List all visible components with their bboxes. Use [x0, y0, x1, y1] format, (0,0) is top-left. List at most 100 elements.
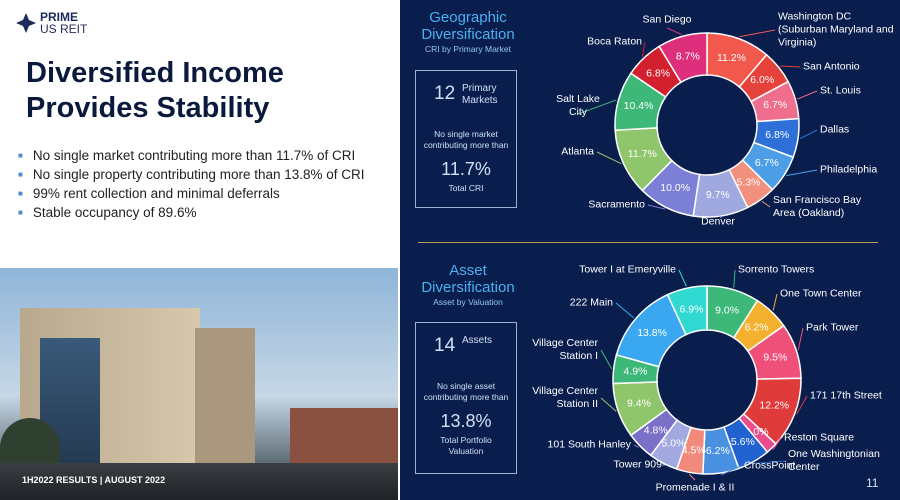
- value-label: 11.2%: [717, 52, 746, 64]
- category-label: Tower I at Emeryville: [579, 263, 676, 276]
- value-label: 6.2%: [706, 445, 730, 457]
- category-label: Washington DC (Suburban Maryland and Vir…: [778, 10, 894, 49]
- slice: [658, 32, 708, 84]
- summary-max: 11.7%: [441, 159, 491, 179]
- category-label: Sacramento: [588, 198, 645, 211]
- footer: 1H2022 RESULTS | AUGUST 2022: [22, 475, 166, 485]
- leader-line: [772, 437, 782, 450]
- value-label: 6.8%: [765, 129, 789, 141]
- value-label: 9.4%: [627, 397, 651, 409]
- leader-line: [786, 169, 818, 177]
- category-label: 222 Main: [569, 296, 613, 309]
- category-label: 171 17th Street: [810, 389, 882, 402]
- category-label: San Diego: [642, 13, 692, 26]
- chart-title: Geographic Diversification: [421, 9, 515, 43]
- logo-mark: [16, 13, 36, 33]
- logo-line: PRIME: [40, 10, 79, 24]
- leader-line: [797, 327, 804, 351]
- category-label: Dallas: [820, 123, 850, 136]
- value-label: 13.8%: [637, 327, 667, 339]
- bullet: 99% rent collection and minimal deferral…: [18, 186, 365, 201]
- separator: [418, 242, 878, 243]
- leader-line: [721, 465, 742, 476]
- chart-title: Asset Diversification: [421, 262, 515, 296]
- leader-line: [780, 65, 801, 68]
- category-label: Village Center Station II: [532, 385, 598, 410]
- leader-line: [647, 204, 665, 210]
- summary-box: 14 Assets No single asset contributing mor…: [415, 322, 517, 474]
- value-label: 8.7%: [676, 50, 700, 62]
- category-label: Tower 909: [613, 458, 662, 471]
- summary-note: No single asset contributing more than: [423, 381, 509, 402]
- value-label: 5.0%: [662, 438, 686, 450]
- building-photo: [0, 268, 398, 500]
- category-label: Village Center Station I: [532, 337, 598, 362]
- category-label: Denver: [701, 215, 735, 228]
- leader-line: [717, 213, 722, 219]
- category-label: Reston Square: [784, 431, 855, 444]
- value-label: 6.7%: [755, 157, 779, 169]
- category-label: Salt Lake City: [556, 93, 600, 118]
- leader-line: [600, 349, 613, 370]
- summary-max-label: Total CRI: [448, 183, 484, 193]
- value-label: 6.8%: [646, 67, 670, 79]
- leader-line: [688, 474, 696, 481]
- chart-subtitle: Asset by Valuation: [433, 297, 503, 307]
- summary-box: 12 Primary Markets No single market contri…: [415, 70, 517, 208]
- summary-count: 12: [434, 83, 456, 104]
- category-label: Sorrento Towers: [738, 263, 815, 276]
- summary-count-label: Assets: [462, 335, 493, 346]
- leader-line: [796, 395, 808, 415]
- value-label: 9.5%: [763, 351, 787, 363]
- value-label: 10.0%: [660, 182, 690, 194]
- value-label: 9.7%: [706, 189, 730, 201]
- chart-subtitle: CRI by Primary Market: [425, 44, 511, 54]
- leader-line: [761, 200, 771, 208]
- leader-line: [797, 90, 818, 100]
- value-label: 5.3%: [737, 176, 761, 188]
- slice: [666, 285, 708, 336]
- summary-max: 13.8%: [440, 411, 492, 431]
- bullet: No single market contributing more than …: [18, 148, 365, 163]
- summary-max-label: Total Portfolio Valuation: [440, 435, 492, 456]
- summary-count-label: Primary Markets: [462, 83, 498, 106]
- leader-line: [600, 397, 617, 412]
- value-label: 11.7%: [628, 148, 657, 160]
- page-number: 11: [866, 476, 879, 490]
- logo: [16, 13, 36, 38]
- bullet-list: No single market contributing more than …: [18, 148, 365, 224]
- leader-line: [799, 129, 818, 139]
- value-label: 6.2%: [745, 322, 769, 334]
- category-label: Atlanta: [561, 145, 594, 158]
- leader-line: [641, 41, 646, 57]
- value-label: 9.0%: [715, 305, 739, 317]
- category-label: Park Tower: [806, 321, 859, 334]
- leader-line: [577, 99, 617, 115]
- value-label: 4.9%: [624, 365, 648, 377]
- value-label: 4.8%: [644, 424, 668, 436]
- category-label: St. Louis: [820, 84, 861, 97]
- summary-count: 14: [434, 335, 456, 356]
- category-label: One Washingtonian Center: [788, 448, 880, 473]
- value-label: 6.0%: [750, 74, 774, 86]
- category-label: San Francisco Bay Area (Oakland): [773, 194, 862, 219]
- category-label: CrossPoint: [744, 459, 796, 472]
- leader-line: [666, 27, 682, 35]
- leader-line: [733, 269, 736, 288]
- slide-title: Diversified Income Provides Stability: [26, 57, 284, 124]
- category-label: 101 South Hanley: [547, 438, 631, 451]
- value-label: 6.9%: [680, 303, 704, 315]
- value-label: 5.6%: [731, 436, 755, 448]
- logo-text: PRIME US REIT: [40, 11, 87, 35]
- leader-line: [596, 151, 622, 165]
- category-label: Philadelphia: [820, 163, 878, 176]
- value-label: 6.7%: [763, 99, 787, 111]
- summary-note: No single market contributing more than: [423, 129, 509, 150]
- category-label: Boca Raton: [587, 35, 642, 48]
- value-label: 4.5%: [682, 445, 706, 457]
- bullet: Stable occupancy of 89.6%: [18, 205, 365, 220]
- leader-line: [739, 29, 776, 38]
- category-label: Promenade I & II: [655, 481, 735, 494]
